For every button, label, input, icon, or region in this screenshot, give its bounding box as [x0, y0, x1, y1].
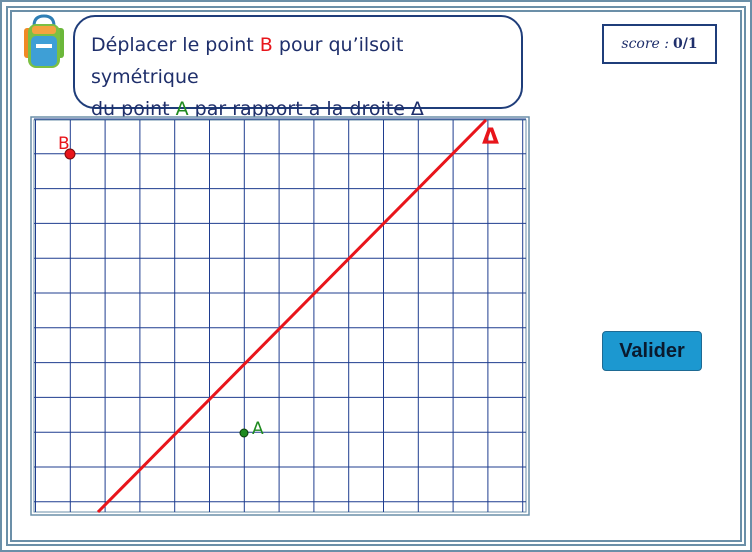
instruction-line2-after: par rapport a la droite Δ [188, 98, 424, 120]
instruction-point-a: A [175, 98, 189, 120]
instruction-point-b: B [259, 34, 273, 56]
point-b[interactable] [64, 148, 76, 160]
frame-border-2 [6, 6, 746, 546]
grid-lines [34, 118, 526, 512]
score-label: score : [621, 36, 669, 52]
backpack-icon [24, 14, 64, 68]
point-b-label: B [58, 134, 70, 154]
instruction-line2-before: du point [91, 98, 176, 120]
valider-button[interactable]: Valider [602, 331, 702, 371]
symmetry-line [96, 118, 488, 514]
instruction-line-2: du point A par rapport a la droite Δ [91, 93, 505, 125]
instruction-line1-before: Déplacer le point [91, 34, 260, 56]
grid-area[interactable]: Δ B A [30, 116, 530, 516]
point-a-label: A [252, 419, 264, 439]
score-value: 0/1 [673, 36, 698, 52]
frame-border-3 [10, 10, 742, 542]
grid-frame-inner [33, 119, 527, 513]
instruction-line-1: Déplacer le point B pour qu’ilsoit symét… [91, 29, 505, 93]
instruction-box: Déplacer le point B pour qu’ilsoit symét… [73, 15, 523, 120]
score-box: score : 0/1 [602, 24, 717, 64]
grid-frame-outer [30, 116, 530, 516]
point-a[interactable] [239, 428, 249, 438]
instruction-line1-after: pour qu’ilsoit symétrique [91, 34, 404, 88]
symmetry-line-label: Δ [482, 125, 499, 150]
